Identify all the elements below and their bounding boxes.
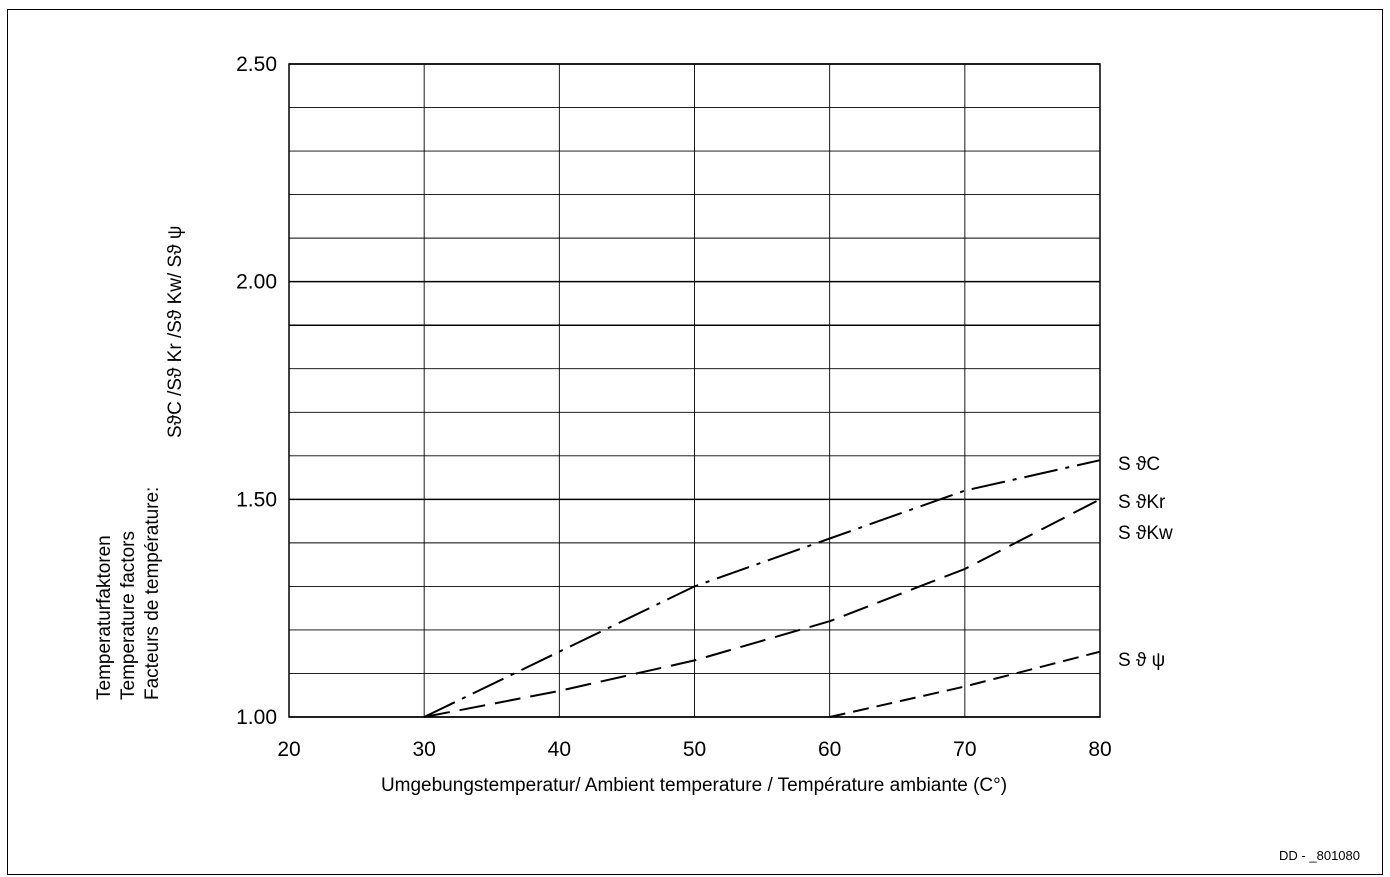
- document-id: DD - _801080: [1279, 848, 1360, 863]
- series-lines: [423, 459, 1101, 718]
- x-tick-label: 30: [412, 738, 435, 761]
- series-line: [423, 459, 1101, 718]
- series-label: S ϑKr: [1118, 492, 1166, 513]
- x-tick-label: 50: [683, 738, 706, 761]
- y-axis-title-line-2: Temperature factors: [118, 531, 139, 700]
- y-tick-labels: 1.00 1.50 2.00 2.50: [236, 53, 277, 729]
- x-tick-label: 20: [277, 738, 300, 761]
- x-tick-label: 70: [953, 738, 976, 761]
- x-axis-title: Umgebungstemperatur/ Ambient temperature…: [381, 775, 1007, 796]
- y-tick-label: 1.50: [236, 488, 277, 511]
- x-tick-label: 80: [1088, 738, 1111, 761]
- y-axis-title-line-1: Temperaturfaktoren: [94, 535, 115, 700]
- x-tick-label: 40: [548, 738, 571, 761]
- series-line: [424, 498, 1101, 718]
- series-label: S ϑ ψ: [1118, 650, 1165, 671]
- figure-frame: [7, 9, 1383, 875]
- series-label: S ϑKw: [1118, 523, 1173, 544]
- y-axis-title-line-3: Facteurs de température:: [142, 487, 163, 700]
- plot-border: [288, 63, 1101, 718]
- grid: [288, 63, 1101, 718]
- y-axis-title: Temperaturfaktoren Temperature factors F…: [94, 226, 186, 700]
- x-tick-label: 60: [818, 738, 841, 761]
- y-tick-label: 2.50: [236, 53, 277, 76]
- y-axis-title-symbols: SϑC /Sϑ Kr /Sϑ Kw/ Sϑ ψ: [165, 226, 186, 438]
- series-labels: S ϑC S ϑKr S ϑKw S ϑ ψ: [1118, 454, 1173, 671]
- y-tick-label: 1.00: [236, 706, 277, 729]
- x-tick-labels: 20 30 40 50 60 70 80: [277, 738, 1111, 761]
- series-line: [829, 650, 1101, 718]
- series-label: S ϑC: [1118, 454, 1160, 475]
- y-tick-label: 2.00: [236, 271, 277, 294]
